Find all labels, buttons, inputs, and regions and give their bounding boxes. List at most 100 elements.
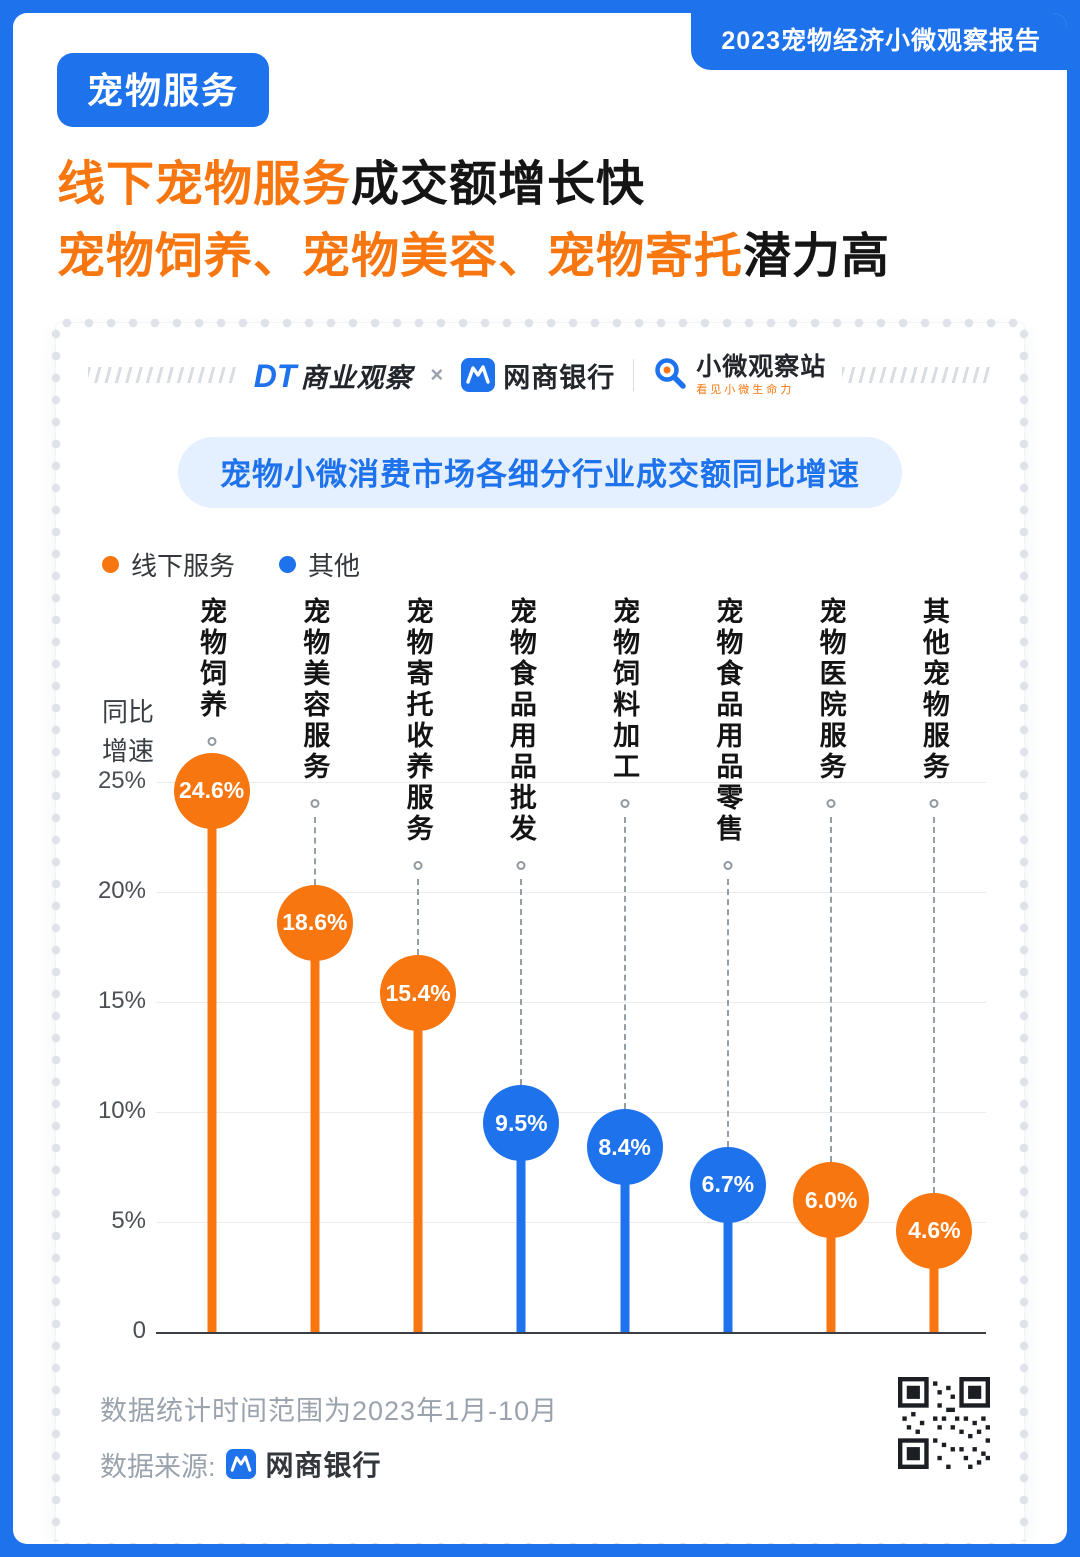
perforation-edge-bottom	[62, 1542, 1018, 1544]
label-end-dot	[310, 799, 320, 808]
chart-column-8: 其他宠物服务 4.6%	[883, 597, 986, 1363]
label-end-dot	[516, 861, 526, 870]
chart-column-5: 宠物饲料加工 8.4%	[573, 597, 676, 1363]
logos: DT 商业观察 × 网商银行	[254, 352, 827, 397]
dashed-connector	[623, 817, 626, 1110]
y-tick-label: 10%	[97, 1097, 146, 1124]
report-title-badge: 2023宠物经济小微观察报告	[691, 13, 1067, 70]
value-bubble: 18.6%	[276, 884, 353, 961]
legend-item-offline-service: 线下服务	[102, 546, 235, 583]
legend-label: 其他	[308, 551, 361, 581]
data-source-label: 数据来源:	[100, 1451, 216, 1482]
dashed-connector	[726, 879, 729, 1147]
mybank-logo: 网商银行	[461, 356, 615, 395]
y-tick-label: 0	[132, 1317, 146, 1344]
chart-column-7: 宠物医院服务 6.0%	[780, 597, 883, 1363]
x-axis-baseline	[156, 1332, 986, 1334]
y-tick-label: 15%	[97, 987, 146, 1014]
mybank-icon	[225, 1449, 256, 1479]
dashed-connector	[520, 879, 523, 1085]
label-end-dot	[413, 861, 423, 870]
value-bubble: 8.4%	[586, 1109, 663, 1186]
label-end-dot	[826, 799, 836, 808]
value-bubble: 4.6%	[896, 1192, 973, 1269]
headline: 线下宠物服务成交额增长快 宠物饲养、宠物美容、宠物寄托潜力高	[57, 149, 1067, 293]
lollipop-stick	[207, 790, 217, 1332]
value-bubble: 6.7%	[689, 1146, 766, 1223]
dt-logo-mark: DT	[253, 357, 297, 394]
label-end-dot	[929, 799, 939, 808]
dashed-connector	[313, 817, 316, 885]
lollipop-stick	[310, 922, 320, 1332]
observation-station-logo: 小微观察站 看见小微生命力	[652, 352, 827, 397]
mybank-icon	[461, 358, 496, 392]
hatch-decoration-left	[88, 367, 238, 383]
headline-highlight: 线下宠物服务	[57, 158, 352, 211]
dashed-connector	[933, 817, 936, 1193]
legend-dot-blue	[279, 556, 297, 573]
headline-line-2: 宠物饲养、宠物美容、宠物寄托潜力高	[57, 221, 1067, 293]
category-label: 宠物饲料加工	[609, 597, 640, 783]
chart-column-1: 宠物饲养 24.6%	[160, 597, 263, 1363]
dt-business-watch-logo: DT 商业观察	[254, 356, 413, 395]
gridline	[156, 1002, 986, 1003]
station-name: 小微观察站	[696, 352, 827, 381]
logo-row: DT 商业观察 × 网商银行	[88, 347, 992, 403]
value-bubble: 24.6%	[173, 752, 250, 829]
headline-highlight: 宠物饲养、宠物美容、宠物寄托	[57, 230, 744, 283]
chart-column-3: 宠物寄托收养服务 15.4%	[367, 597, 470, 1363]
qr-code	[898, 1377, 990, 1469]
mybank-logo-text: 网商银行	[503, 362, 616, 393]
chart-column-2: 宠物美容服务 18.6%	[263, 597, 366, 1363]
category-label: 宠物医院服务	[815, 597, 846, 783]
category-label: 宠物饲养	[196, 597, 227, 721]
separator-times: ×	[430, 362, 444, 387]
legend-label: 线下服务	[131, 551, 236, 581]
y-axis-label: 同比增速	[102, 697, 155, 766]
data-source-row: 数据来源: 网商银行	[100, 1444, 992, 1484]
separator-line	[633, 359, 635, 391]
category-label: 宠物美容服务	[299, 597, 330, 783]
perforation-edge-top	[62, 318, 1018, 328]
y-tick-label: 5%	[111, 1207, 146, 1234]
lollipop-stick	[516, 1123, 526, 1332]
category-label: 其他宠物服务	[918, 597, 949, 783]
perforation-edge-left	[51, 329, 61, 1541]
gridline	[156, 1112, 986, 1113]
gridline	[156, 892, 986, 893]
lollipop-chart: 同比增速 0 5% 10% 15% 20% 25% 宠物饲养 24.6% 宠物美容服务 18.6%…	[88, 597, 992, 1363]
value-bubble: 9.5%	[483, 1085, 560, 1161]
category-label: 宠物食品用品批发	[505, 597, 536, 845]
lollipop-stick	[826, 1200, 836, 1332]
hatch-decoration-right	[842, 367, 992, 383]
page-body: 2023宠物经济小微观察报告 宠物服务 线下宠物服务成交额增长快 宠物饲养、宠物…	[13, 13, 1067, 1544]
dashed-connector	[417, 879, 420, 956]
station-slogan: 看见小微生命力	[696, 384, 795, 397]
gridline	[156, 1222, 986, 1223]
dashed-connector	[830, 817, 833, 1162]
label-end-dot	[620, 799, 630, 808]
lollipop-stick	[620, 1147, 630, 1332]
chart-plot: 0 5% 10% 15% 20% 25% 宠物饲养 24.6% 宠物美容服务 18.6% 宠物寄托收…	[98, 597, 986, 1363]
lollipop-stick	[929, 1230, 939, 1332]
stamp-card: DT 商业观察 × 网商银行	[51, 318, 1029, 1544]
value-bubble: 15.4%	[380, 955, 457, 1032]
magnifier-icon	[652, 355, 688, 396]
data-period-note: 数据统计时间范围为2023年1月-10月	[100, 1396, 559, 1426]
gridline	[156, 782, 986, 783]
station-texts: 小微观察站 看见小微生命力	[696, 352, 827, 397]
category-badge: 宠物服务	[57, 53, 270, 127]
label-end-dot	[207, 737, 217, 746]
category-label: 宠物食品用品零售	[712, 597, 743, 845]
perforation-edge-right	[1019, 329, 1029, 1541]
chart-title: 宠物小微消费市场各细分行业成交额同比增速	[178, 437, 902, 508]
lollipop-stick	[413, 993, 423, 1332]
chart-column-4: 宠物食品用品批发 9.5%	[470, 597, 573, 1363]
dt-logo-text: 商业观察	[300, 362, 413, 393]
legend-item-other: 其他	[279, 546, 360, 583]
chart-legend: 线下服务 其他	[102, 546, 992, 583]
card-footer: 数据统计时间范围为2023年1月-10月 数据来源: 网商银行	[88, 1377, 992, 1521]
headline-rest: 潜力高	[743, 230, 891, 283]
y-tick-label: 20%	[97, 877, 146, 904]
